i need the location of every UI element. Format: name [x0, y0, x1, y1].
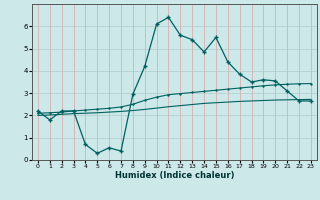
X-axis label: Humidex (Indice chaleur): Humidex (Indice chaleur): [115, 171, 234, 180]
